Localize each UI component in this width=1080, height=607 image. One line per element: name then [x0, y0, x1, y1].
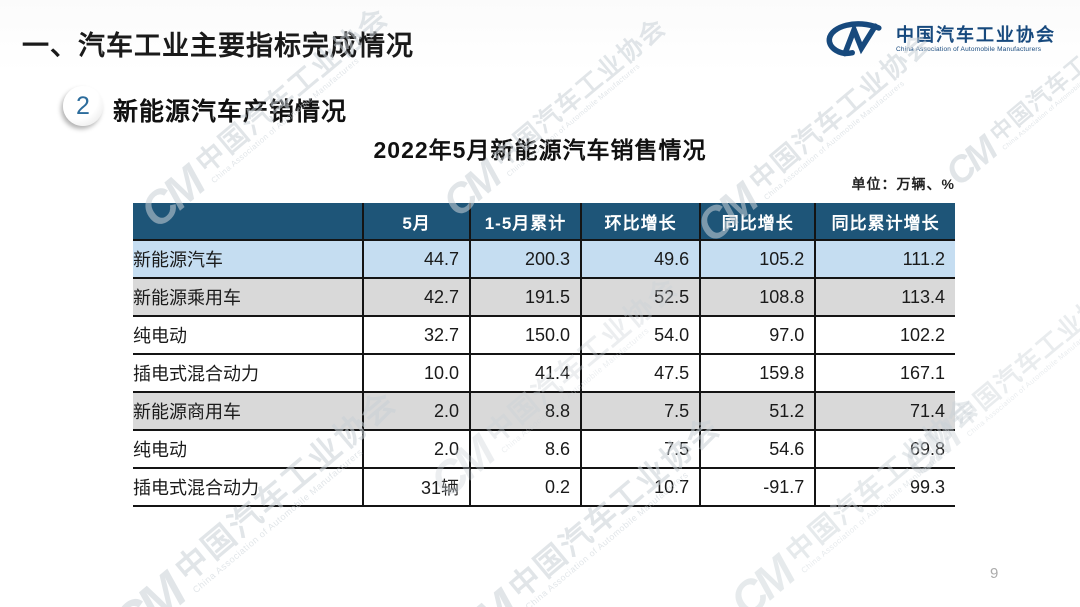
- table-row-3: 插电式混合动力 10.0 41.4 47.5 159.8 167.1: [133, 354, 955, 392]
- cell-4-1: 8.8: [469, 392, 581, 430]
- cell-2-4: 102.2: [814, 316, 955, 354]
- unit-note: 单位：万辆、%: [851, 176, 955, 192]
- cell-5-0: 2.0: [362, 430, 471, 468]
- caam-logo: 中国汽车工业协会 China Association of Automobile…: [822, 18, 1056, 60]
- table-row-6: 插电式混合动力 31辆 0.2 10.7 -91.7 99.3: [133, 468, 955, 506]
- logo-names: 中国汽车工业协会 China Association of Automobile…: [896, 25, 1056, 53]
- row-label: 插电式混合动力: [133, 364, 259, 384]
- cell-0-4: 111.2: [814, 240, 955, 278]
- corner-header: [133, 203, 364, 241]
- table-title: 2022年5月新能源汽车销售情况: [373, 137, 707, 163]
- cell-2-3: 97.0: [699, 316, 816, 354]
- cell-6-1: 0.2: [469, 468, 581, 506]
- page-title: 一、汽车工业主要指标完成情况: [22, 31, 414, 61]
- column-header-2: 1-5月累计: [469, 203, 581, 241]
- logo-name-cn: 中国汽车工业协会: [896, 24, 1056, 45]
- logo-name-en: China Association of Automobile Manufact…: [896, 45, 1042, 53]
- cm-logo-watermark-icon: CM: [99, 562, 195, 607]
- section-title: 新能源汽车产销情况: [113, 98, 348, 126]
- cm-logo-icon: [826, 21, 882, 57]
- row-label: 新能源乘用车: [133, 288, 241, 308]
- cell-6-0: 31辆: [362, 468, 471, 506]
- cm-logo-watermark-icon: CM: [719, 547, 803, 607]
- cell-6-2: 10.7: [579, 468, 701, 506]
- cell-4-4: 71.4: [814, 392, 955, 430]
- cell-0-1: 200.3: [469, 240, 581, 278]
- cell-3-3: 159.8: [699, 354, 816, 392]
- row-label: 新能源商用车: [133, 402, 241, 422]
- cell-6-3: -91.7: [699, 468, 816, 506]
- row-label: 纯电动: [133, 326, 187, 346]
- section-number-badge: 2: [63, 86, 103, 126]
- cell-4-3: 51.2: [699, 392, 816, 430]
- sales-table-header: 5月 1-5月累计 环比增长 同比增长 同比累计增长: [133, 203, 955, 241]
- column-header-1: 5月: [362, 203, 471, 241]
- watermark-subtext: China Association of Automobile Manufact…: [964, 321, 1080, 438]
- table-row-4: 新能源商用车 2.0 8.8 7.5 51.2 71.4: [133, 392, 955, 430]
- cell-3-1: 41.4: [469, 354, 581, 392]
- column-header-3: 环比增长: [579, 203, 701, 241]
- cell-5-2: 7.5: [579, 430, 701, 468]
- row-label: 插电式混合动力: [133, 478, 259, 498]
- cell-5-4: 69.8: [814, 430, 955, 468]
- cell-0-3: 105.2: [699, 240, 816, 278]
- cell-5-3: 54.6: [699, 430, 816, 468]
- column-header-4: 同比增长: [699, 203, 816, 241]
- cell-5-1: 8.6: [469, 430, 581, 468]
- cell-1-4: 113.4: [814, 278, 955, 316]
- cell-3-2: 47.5: [579, 354, 701, 392]
- cell-6-4: 99.3: [814, 468, 955, 506]
- row-label: 新能源汽车: [133, 250, 223, 270]
- cell-2-2: 54.0: [579, 316, 701, 354]
- cell-0-0: 44.7: [362, 240, 471, 278]
- cell-1-0: 42.7: [362, 278, 471, 316]
- table-row-0: 新能源汽车 44.7 200.3 49.6 105.2 111.2: [133, 240, 955, 278]
- table-row-1: 新能源乘用车 42.7 191.5 52.5 108.8 113.4: [133, 278, 955, 316]
- column-header-5: 同比累计增长: [814, 203, 955, 241]
- cell-4-0: 2.0: [362, 392, 471, 430]
- cell-4-2: 7.5: [579, 392, 701, 430]
- sales-table-body: 新能源汽车 44.7 200.3 49.6 105.2 111.2 新能源乘用车 42.7 19…: [133, 240, 955, 506]
- cm-logo-watermark-icon: CM: [436, 580, 528, 607]
- page-number: 9: [990, 565, 999, 582]
- cell-1-1: 191.5: [469, 278, 581, 316]
- cell-0-2: 49.6: [579, 240, 701, 278]
- cell-1-3: 108.8: [699, 278, 816, 316]
- row-label: 纯电动: [133, 440, 187, 460]
- table-row-5: 纯电动 2.0 8.6 7.5 54.6 69.8: [133, 430, 955, 468]
- cell-2-1: 150.0: [469, 316, 581, 354]
- cell-1-2: 52.5: [579, 278, 701, 316]
- cell-3-0: 10.0: [362, 354, 471, 392]
- cell-3-4: 167.1: [814, 354, 955, 392]
- cell-2-0: 32.7: [362, 316, 471, 354]
- watermark-text: 中国汽车工业协会: [947, 272, 1080, 433]
- sales-table: 5月 1-5月累计 环比增长 同比增长 同比累计增长 新能源汽车 44.7 200.3 49.…: [133, 203, 955, 507]
- header-row: 5月 1-5月累计 环比增长 同比增长 同比累计增长: [133, 203, 955, 241]
- table-row-2: 纯电动 32.7 150.0 54.0 97.0 102.2: [133, 316, 955, 354]
